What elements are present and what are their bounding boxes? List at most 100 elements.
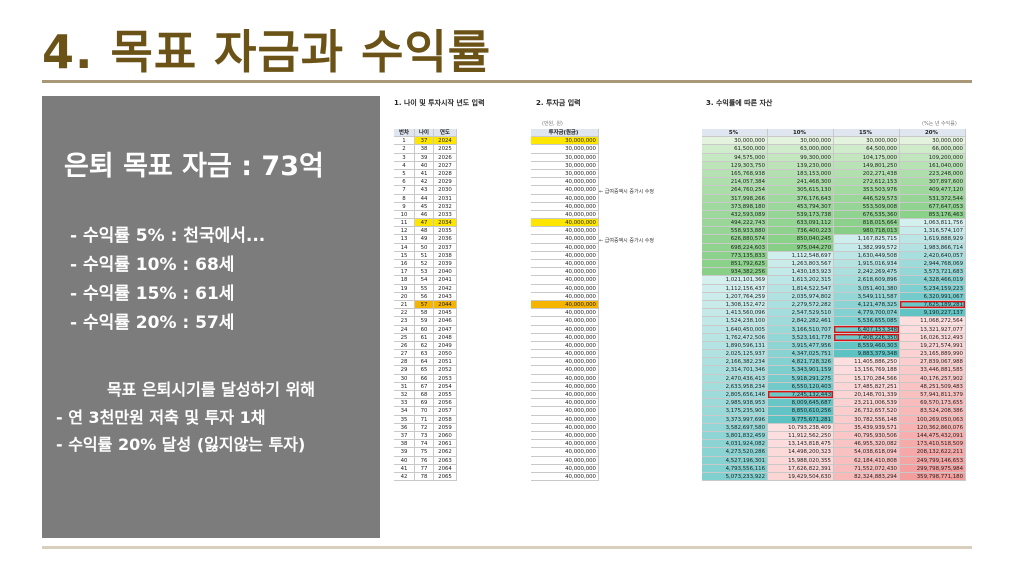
table-cell: 1,613,202,315 <box>768 276 834 285</box>
table-row: 39 75 2062 <box>394 448 457 457</box>
table-cell: 69 <box>415 399 434 408</box>
table-cell: 2,035,974,802 <box>768 292 834 301</box>
table-cell: 10,793,238,409 <box>768 423 834 432</box>
table-cell: 40 <box>415 161 434 170</box>
table-cell: 19 <box>394 284 415 293</box>
table-cell: 677,647,053 <box>900 202 966 211</box>
reach-list: - 연 3천만원 저축 및 투자 1채 - 수익률 20% 달성 (잃지않는 투… <box>56 404 305 458</box>
table-row: 2,025,125,937 4,347,025,751 9,883,379,348 2… <box>702 350 966 359</box>
table-cell: 2053 <box>434 374 457 383</box>
summary-panel: 은퇴 목표 자금 : 73억 - 수익률 5% : 천국에서... - 수익률 … <box>42 96 380 538</box>
table-row: 698,224,603 975,044,270 1,382,999,572 1,983… <box>702 243 966 252</box>
note-text: ← 급여증액시 증가시 수정 <box>599 238 654 244</box>
table-cell: 64,500,000 <box>834 145 900 154</box>
table-row: 30,000,000 <box>531 153 599 162</box>
table-cell: 558,933,880 <box>702 227 768 236</box>
table-cell: 208,132,622,211 <box>900 448 966 457</box>
table-cell: 17,485,827,251 <box>834 382 900 391</box>
table-cell: 40,000,000 <box>531 325 599 334</box>
goal-text: 은퇴 목표 자금 : 73억 <box>64 151 324 182</box>
table-row: 40,000,000 <box>531 366 599 375</box>
table-cell: 61 <box>415 333 434 342</box>
table-row: 9 45 2032 <box>394 202 457 211</box>
table-cell: 850,040,245 <box>768 235 834 244</box>
table-cell: 8 <box>394 194 415 203</box>
table-cell: 7,625,189,281 <box>900 300 966 310</box>
table-cell: 40,795,930,506 <box>834 431 900 441</box>
table-cell: 2041 <box>434 276 457 285</box>
table-row: 26 62 2049 <box>394 341 457 351</box>
table-row: 40,000,000 <box>531 178 599 187</box>
table-cell: 3 <box>394 153 415 162</box>
rate-item: - 수익률 10% : 68세 <box>70 255 235 275</box>
table-cell: 40,000,000 <box>531 178 599 187</box>
table-row: 30,000,000 30,000,000 30,000,000 30,000,000 <box>702 137 966 146</box>
table-cell: 30,000,000 <box>702 137 768 146</box>
table-cell: 2047 <box>434 325 457 334</box>
table-cell: 57 <box>415 300 434 310</box>
table-cell: 26,732,657,520 <box>834 407 900 416</box>
table-cell: 56 <box>415 292 434 301</box>
spreadsheet-screenshot: 1. 나이 및 투자시작 년도 입력 2. 투자금 입력 3. 수익률에 따른 … <box>392 96 970 540</box>
table-cell: 409,477,120 <box>900 186 966 195</box>
table-row: 6 42 2029 <box>394 178 457 187</box>
bottom-divider <box>42 546 972 549</box>
table-row: 2,470,436,413 5,918,291,275 15,170,284,566… <box>702 374 966 383</box>
table-cell: 8,009,645,687 <box>768 399 834 408</box>
table-row: 41 77 2064 <box>394 464 457 473</box>
table-cell: 54,038,618,094 <box>834 448 900 457</box>
table-row: 264,760,254 305,615,130 353,503,976 409,477… <box>702 186 966 195</box>
table-cell: 37 <box>415 137 434 146</box>
table-cell: 69,570,173,655 <box>900 399 966 408</box>
table-cell: 68 <box>415 391 434 400</box>
table-cell: 531,372,544 <box>900 194 966 203</box>
section-label: 1. 나이 및 투자시작 년도 입력 <box>394 99 485 107</box>
table-cell: 63 <box>415 350 434 359</box>
table-row: 1,112,156,437 1,814,522,547 3,051,401,380 5… <box>702 284 966 293</box>
table-row: 5,073,233,922 19,429,504,630 82,324,883,29… <box>702 472 966 482</box>
table-cell: 48,251,509,483 <box>900 382 966 391</box>
table-row: 24 60 2047 <box>394 325 457 334</box>
table-row: 40,000,000 <box>531 456 599 465</box>
table-cell: 5 <box>394 169 415 179</box>
table-cell: 3,175,235,901 <box>702 407 768 416</box>
table-cell: 6,320,991,067 <box>900 292 966 301</box>
table-cell: 11 <box>394 219 415 228</box>
table-cell: 25 <box>394 333 415 342</box>
header-row: 번차 나이 연도 <box>394 129 457 138</box>
table-row: 40,000,000 <box>531 415 599 424</box>
table-cell: 2051 <box>434 358 457 367</box>
table-cell: 9 <box>394 202 415 211</box>
table-cell: 45 <box>415 202 434 211</box>
table-cell: 2,470,436,413 <box>702 374 768 383</box>
table-cell: 2062 <box>434 448 457 457</box>
table-row: 29 65 2052 <box>394 366 457 375</box>
table-cell: 13,321,927,077 <box>900 325 966 334</box>
table-row: 13 49 2036 <box>394 235 457 244</box>
table-row: 1,413,560,096 2,547,529,510 4,779,700,074 9… <box>702 309 966 318</box>
table-cell: 24 <box>394 325 415 334</box>
table-cell: 17,626,822,391 <box>768 464 834 473</box>
table-cell: 494,222,743 <box>702 219 768 228</box>
table-cell: 46 <box>415 210 434 220</box>
table-cell: 41 <box>394 464 415 473</box>
table-cell: 27 <box>394 350 415 359</box>
table-cell: 63,000,000 <box>768 145 834 154</box>
table-cell: 40,000,000 <box>531 341 599 351</box>
table-cell: 934,382,256 <box>702 268 768 277</box>
table-row: 17 53 2040 <box>394 268 457 277</box>
table-cell: 359,798,771,180 <box>900 472 966 482</box>
table-cell: 15 <box>394 251 415 260</box>
table-cell: 30,000,000 <box>531 169 599 179</box>
asset-table: 5% 10% 15% 20% 30,000,000 30,000,000 30,000,00… <box>702 129 966 482</box>
table-cell: 2,166,382,234 <box>702 358 768 367</box>
age-year-table: 번차 나이 연도 1 37 2024 2 38 2025 3 39 2026 4 40 2027 5 41 202… <box>394 129 457 482</box>
table-cell: 626,880,574 <box>702 235 768 244</box>
table-cell: 16,026,312,493 <box>900 333 966 342</box>
table-cell: 53 <box>415 268 434 277</box>
table-row: 11 47 2034 <box>394 219 457 228</box>
table-cell: 40,000,000 <box>531 374 599 383</box>
table-row: 40,000,000 <box>531 251 599 260</box>
table-cell: 66,000,000 <box>900 145 966 154</box>
title-divider <box>42 80 972 83</box>
